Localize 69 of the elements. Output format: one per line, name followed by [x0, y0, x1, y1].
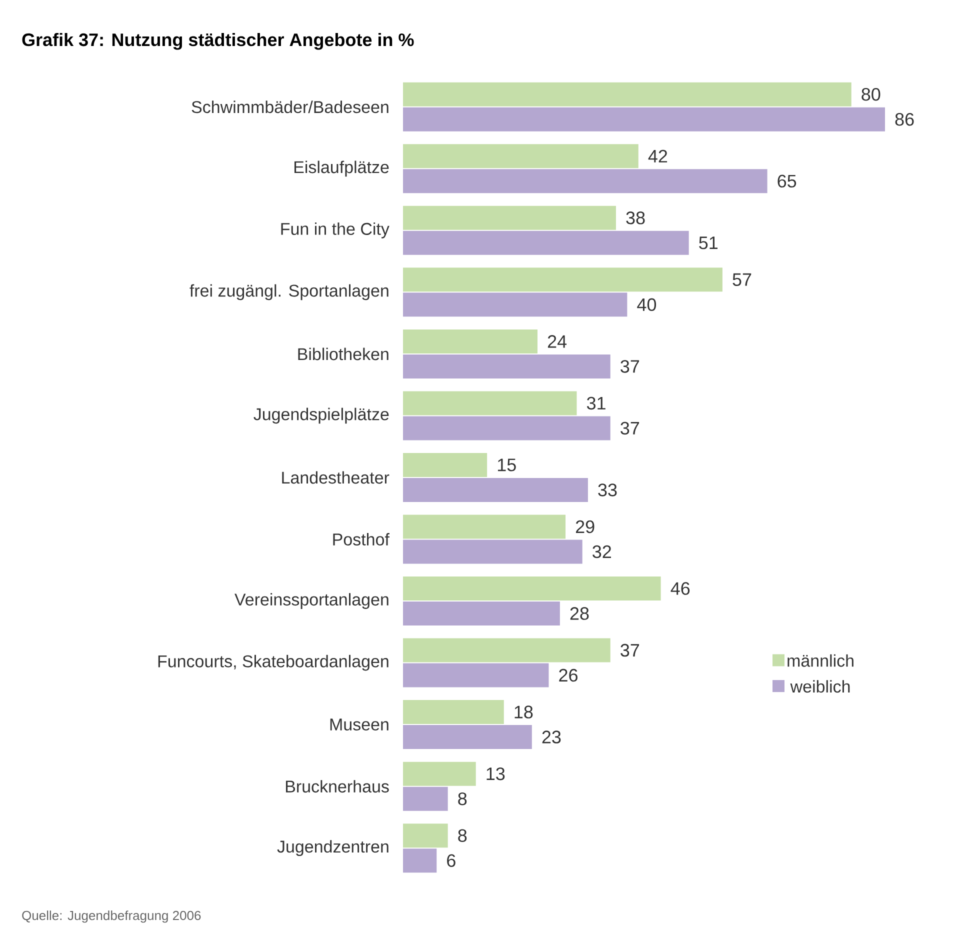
data-label: 23	[542, 730, 561, 744]
bar	[403, 602, 560, 626]
data-label: 8	[458, 829, 467, 842]
data-label: 6	[447, 854, 456, 867]
data-label: 29	[576, 520, 594, 534]
y-tick-label: Landestheater	[282, 471, 390, 484]
bar	[403, 848, 437, 873]
bar	[403, 416, 610, 440]
bar	[403, 725, 532, 750]
data-label: 18	[514, 706, 533, 718]
legend-label: männlich	[788, 654, 854, 667]
data-label: 8	[458, 792, 467, 806]
data-label: 37	[620, 422, 640, 435]
data-label: 80	[862, 88, 880, 101]
y-tick-label: Vereinssportanlagen	[234, 593, 388, 609]
bar	[403, 786, 448, 811]
y-tick-label: Brucknerhaus	[286, 780, 389, 793]
bar	[403, 107, 885, 132]
y-tick-label: Schwimmbäder/Badeseen	[192, 100, 388, 114]
data-label: 46	[670, 582, 690, 595]
bar	[403, 452, 488, 477]
data-label: 51	[699, 236, 718, 250]
text: Grafik 37: Nutzung städtischer Angebote in %	[22, 32, 414, 50]
data-label: 28	[570, 607, 589, 620]
bar	[403, 230, 689, 255]
bar	[403, 169, 768, 194]
data-label: 31	[586, 396, 606, 410]
y-tick-label: Fun in the City	[281, 222, 390, 238]
data-label: 40	[637, 298, 656, 312]
y-tick-label: Funcourts, Skateboardanlagen	[158, 654, 388, 671]
y-tick-label: Museen	[330, 718, 388, 730]
data-label: 37	[620, 644, 640, 657]
bar	[403, 329, 538, 354]
legend-label: weiblich	[790, 680, 850, 693]
bar	[403, 292, 628, 317]
y-tick-label: Bibliotheken	[298, 348, 388, 360]
data-label: 26	[559, 668, 578, 682]
bar	[403, 540, 582, 564]
data-label: 57	[732, 273, 752, 286]
data-label: 86	[895, 112, 914, 126]
bar	[403, 144, 638, 168]
bar	[403, 663, 549, 688]
bar	[403, 82, 852, 106]
data-label: 13	[486, 767, 505, 780]
data-label: 15	[498, 458, 516, 472]
y-tick-label: Posthof	[333, 533, 390, 546]
data-label: 24	[548, 335, 567, 348]
bar	[403, 391, 577, 416]
y-tick-label: Jugendzentren	[277, 840, 388, 856]
bar	[403, 700, 504, 724]
bar	[403, 206, 616, 230]
data-label: 33	[598, 484, 617, 496]
bar	[403, 268, 722, 292]
data-label: 37	[620, 360, 640, 373]
y-tick-label: Jugendspielplätze	[254, 408, 389, 424]
data-label: 65	[778, 174, 796, 188]
data-label: 32	[592, 545, 611, 558]
bar	[403, 638, 610, 662]
source-note: Quelle: Jugendbefragung 2006	[22, 910, 201, 923]
y-tick-label: frei zugängl. Sportanlagen	[190, 284, 388, 300]
bar	[403, 514, 566, 539]
bar	[403, 824, 448, 848]
bar	[403, 478, 588, 502]
data-label: 38	[626, 212, 645, 224]
bar	[403, 762, 476, 786]
bar	[403, 576, 661, 601]
y-tick-label: Eislaufplätze	[294, 160, 389, 177]
data-label: 42	[648, 150, 668, 162]
bar	[403, 354, 610, 378]
